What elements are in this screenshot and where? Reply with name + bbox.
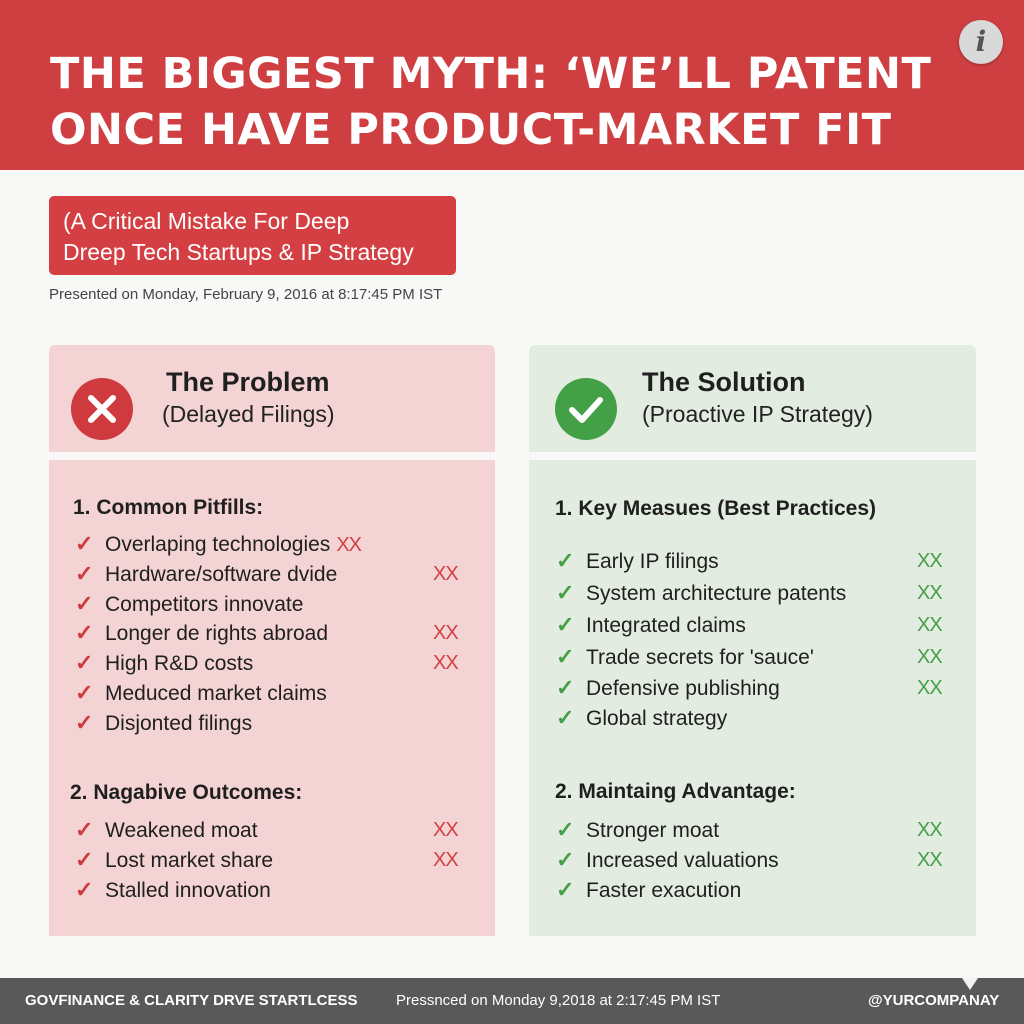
list-item: ✓ Hardware/software dvide: [75, 559, 337, 589]
footer-bar: GOVFINANCE & CLARITY DRVE STARTLCESS Pre…: [0, 978, 1024, 1024]
footer-date: Pressnced on Monday 9,2018 at 2:17:45 PM…: [396, 992, 721, 1009]
footer-handle[interactable]: @YURCOMPANAY: [868, 992, 1000, 1009]
xx-mark: XX: [433, 652, 459, 674]
list-item: ✓ High R&D costs: [75, 648, 253, 678]
problem-section-1-heading: 1. Common Pitfills:: [73, 496, 264, 519]
xx-mark: XX: [433, 819, 459, 841]
list-item: ✓ Trade secrets for 'sauce': [556, 642, 814, 672]
list-item: ✓ Global strategy: [556, 703, 727, 733]
problem-title: The Problem: [166, 367, 330, 397]
check-icon: ✓: [556, 705, 575, 730]
check-icon: ✓: [75, 877, 94, 902]
check-icon: ✓: [75, 531, 94, 556]
solution-title: The Solution: [642, 367, 806, 397]
list-item: ✓ Defensive publishing: [556, 673, 780, 703]
list-item: ✓ Early IP filings: [556, 546, 719, 576]
footer-notch-icon: [962, 978, 978, 990]
xx-mark: XX: [917, 819, 943, 841]
check-icon: ✓: [75, 620, 94, 645]
xx-mark: XX: [917, 614, 943, 636]
list-item: ✓ Competitors innovate: [75, 589, 303, 619]
check-icon: ✓: [556, 580, 575, 605]
list-item: ✓ Disjonted filings: [75, 708, 252, 738]
subtitle-line-2: Dreep Tech Startups & IP Strategy: [63, 239, 414, 265]
x-circle-icon: [71, 378, 133, 440]
solution-section-2-heading: 2. Maintaing Advantage:: [555, 780, 796, 803]
info-icon[interactable]: i: [959, 20, 1003, 64]
xx-mark: XX: [917, 582, 943, 604]
check-icon: ✓: [75, 591, 94, 616]
xx-mark: XX: [336, 534, 362, 556]
problem-subtitle: (Delayed Filings): [162, 401, 335, 427]
solution-panel-header: The Solution (Proactive IP Strategy): [529, 345, 976, 452]
page-title: THE BIGGEST MYTH: ‘WE’LL PATENT ONCE HAV…: [50, 46, 932, 158]
page-title-line-2: ONCE HAVE PRODUCT-MARKET FIT: [50, 105, 892, 155]
list-item: ✓ Lost market share: [75, 845, 273, 875]
list-item: ✓ Stalled innovation: [75, 875, 271, 905]
list-item: ✓ Overlaping technologies XX: [75, 529, 362, 559]
list-item: ✓ Longer de rights abroad: [75, 618, 328, 648]
xx-mark: XX: [433, 563, 459, 585]
list-item: ✓ Integrated claims: [556, 610, 746, 640]
check-icon: ✓: [75, 561, 94, 586]
list-item: ✓ Increased valuations: [556, 845, 779, 875]
check-icon: ✓: [75, 650, 94, 675]
check-icon: ✓: [556, 817, 575, 842]
check-icon: ✓: [556, 877, 575, 902]
check-icon: ✓: [556, 675, 575, 700]
xx-mark: XX: [917, 849, 943, 871]
footer-left-text: GOVFINANCE & CLARITY DRVE STARTLCESS: [25, 992, 358, 1009]
xx-mark: XX: [433, 622, 459, 644]
solution-subtitle: (Proactive IP Strategy): [642, 401, 873, 427]
list-item: ✓ Faster exacution: [556, 875, 741, 905]
problem-panel-header: The Problem (Delayed Filings): [49, 345, 495, 452]
check-icon: ✓: [75, 817, 94, 842]
check-icon: ✓: [556, 644, 575, 669]
check-icon: ✓: [556, 612, 575, 637]
check-icon: ✓: [556, 548, 575, 573]
xx-mark: XX: [917, 550, 943, 572]
subtitle-badge: (A Critical Mistake For Deep Dreep Tech …: [49, 196, 456, 275]
problem-section-2-heading: 2. Nagabive Outcomes:: [70, 781, 303, 804]
list-item: ✓ Weakened moat: [75, 815, 258, 845]
page-title-line-1: THE BIGGEST MYTH: ‘WE’LL PATENT: [50, 49, 932, 99]
check-icon: ✓: [75, 710, 94, 735]
xx-mark: XX: [433, 849, 459, 871]
presented-date: Presented on Monday, February 9, 2016 at…: [49, 286, 443, 303]
xx-mark: XX: [917, 646, 943, 668]
solution-section-1-heading: 1. Key Measues (Best Practices): [555, 497, 876, 520]
list-item: ✓ Stronger moat: [556, 815, 719, 845]
check-circle-icon: [555, 378, 617, 440]
xx-mark: XX: [917, 677, 943, 699]
check-icon: ✓: [556, 847, 575, 872]
list-item: ✓ Meduced market claims: [75, 678, 327, 708]
solution-panel-body: 1. Key Measues (Best Practices) ✓ Early I…: [529, 460, 976, 936]
header-banner: THE BIGGEST MYTH: ‘WE’LL PATENT ONCE HAV…: [0, 0, 1024, 170]
subtitle-line-1: (A Critical Mistake For Deep: [63, 208, 350, 234]
check-icon: ✓: [75, 847, 94, 872]
problem-panel-body: 1. Common Pitfills: ✓ Overlaping technolo…: [49, 460, 495, 936]
check-icon: ✓: [75, 680, 94, 705]
list-item: ✓ System architecture patents: [556, 578, 846, 608]
